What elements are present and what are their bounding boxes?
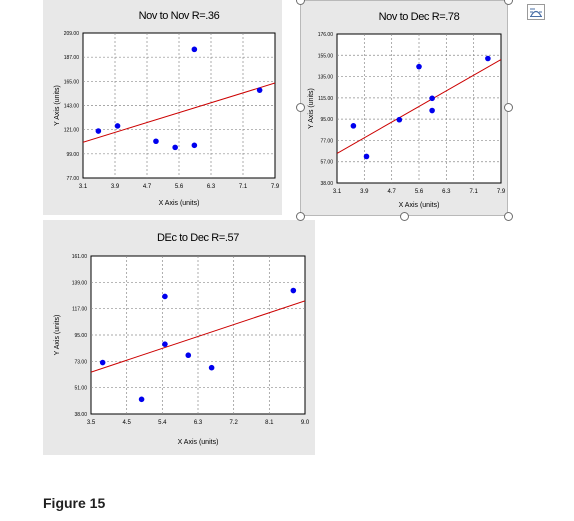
x-tick-label: 5.6 [175, 184, 184, 190]
y-tick-label: 121.00 [64, 128, 80, 134]
y-tick-label: 161.00 [72, 254, 88, 260]
x-tick-label: 3.1 [333, 189, 342, 195]
x-axis-label: X Axis (units) [159, 200, 200, 207]
x-axis-label: X Axis (units) [399, 202, 440, 209]
chart-nov-to-nov[interactable]: 3.1 3.9 4.7 5.6 6.3 7.1 7.9 77.00 99.00 121.00 143… [43, 0, 282, 215]
y-tick-label: 209.00 [64, 31, 80, 37]
x-tick-label: 7.9 [497, 189, 506, 195]
y-tick-label: 95.00 [320, 117, 333, 123]
x-tick-label: 6.3 [442, 189, 451, 195]
y-axis-label: Y Axis (units) [308, 88, 315, 129]
y-tick-label: 165.00 [64, 79, 80, 85]
trendline [91, 300, 305, 373]
resize-handle-top-left[interactable] [296, 0, 305, 5]
resize-handle-middle-right[interactable] [504, 103, 513, 112]
x-tick-label: 6.3 [207, 184, 216, 190]
resize-handle-bottom-left[interactable] [296, 212, 305, 221]
data-point [99, 359, 106, 366]
chart-title: Nov to Dec R=.78 [379, 11, 460, 23]
y-tick-label: 95.00 [74, 333, 87, 339]
data-point [350, 123, 357, 129]
data-point [191, 46, 198, 53]
resize-handle-bottom-right[interactable] [504, 212, 513, 221]
x-axis-label: X Axis (units) [178, 439, 219, 446]
plot-area [336, 33, 502, 184]
x-tick-label: 7.1 [239, 184, 248, 190]
data-point [191, 142, 198, 149]
resize-handle-top-right[interactable] [504, 0, 513, 5]
x-tick-label: 4.7 [143, 184, 152, 190]
chart-nov-to-dec[interactable]: 3.1 3.9 4.7 5.6 6.3 7.1 7.9 38.00 57.00 77.00 95.0… [300, 0, 508, 216]
y-tick-label: 77.00 [66, 176, 79, 182]
scatter-plot-svg: 3.5 4.5 5.4 6.3 7.2 8.1 9.0 38.00 51.00 73.00 95.0… [54, 232, 310, 446]
trendline [337, 59, 501, 154]
data-point [256, 87, 263, 93]
x-tick-label: 3.9 [360, 189, 369, 195]
x-tick-label: 4.7 [387, 189, 396, 195]
x-tick-label: 3.1 [79, 184, 88, 190]
y-axis-label: Y Axis (units) [54, 85, 61, 126]
data-point [185, 352, 192, 359]
data-point [429, 107, 435, 114]
y-tick-label: 143.00 [64, 104, 80, 110]
data-point [363, 153, 370, 160]
y-tick-label: 155.00 [318, 53, 334, 59]
x-tick-label: 7.9 [271, 184, 280, 190]
chart-title: Nov to Nov R=.36 [139, 10, 220, 22]
x-tick-label: 5.6 [415, 189, 424, 195]
scatter-plot-svg: 3.1 3.9 4.7 5.6 6.3 7.1 7.9 38.00 57.00 77.00 95.0… [308, 11, 506, 209]
resize-handle-middle-left[interactable] [296, 103, 305, 112]
x-tick-label: 9.0 [301, 420, 310, 426]
data-point [138, 396, 145, 403]
data-point [172, 144, 178, 151]
resize-handle-bottom-center[interactable] [400, 212, 409, 221]
x-tick-label: 8.1 [265, 420, 274, 426]
data-point [485, 55, 491, 62]
y-tick-label: 57.00 [320, 160, 333, 166]
x-tick-label: 3.9 [111, 184, 120, 190]
plot-area [90, 255, 306, 415]
chart-title: DEc to Dec R=.57 [157, 232, 239, 244]
y-tick-label: 176.00 [318, 32, 334, 38]
data-point [114, 123, 121, 129]
data-point [429, 95, 435, 102]
x-tick-label: 4.5 [122, 420, 131, 426]
y-tick-label: 139.00 [72, 280, 88, 286]
x-tick-label: 7.2 [229, 420, 238, 426]
x-tick-label: 7.1 [469, 189, 478, 195]
trendline [83, 82, 275, 143]
y-tick-label: 73.00 [74, 359, 87, 365]
y-axis-label: Y Axis (units) [54, 315, 61, 356]
data-point [162, 293, 168, 300]
y-tick-label: 99.00 [66, 152, 79, 158]
scatter-plot-svg: 3.1 3.9 4.7 5.6 6.3 7.1 7.9 77.00 99.00 121.00 143… [54, 10, 280, 207]
x-tick-label: 6.3 [194, 420, 203, 426]
data-point [162, 341, 168, 347]
y-tick-label: 187.00 [64, 55, 80, 61]
layout-options-button[interactable] [527, 4, 545, 20]
y-tick-label: 77.00 [320, 138, 333, 144]
y-tick-label: 117.00 [72, 307, 87, 313]
chart-dec-to-dec[interactable]: 3.5 4.5 5.4 6.3 7.2 8.1 9.0 38.00 51.00 73.00 95.0… [43, 220, 315, 455]
data-point [208, 364, 215, 371]
x-tick-label: 5.4 [158, 420, 167, 426]
data-point [153, 138, 159, 145]
data-point [95, 128, 102, 134]
layout-options-icon [530, 8, 542, 17]
y-tick-label: 38.00 [320, 181, 333, 187]
data-point [396, 116, 403, 123]
data-point [416, 63, 422, 70]
x-tick-label: 3.5 [87, 420, 96, 426]
y-tick-label: 38.00 [74, 412, 87, 418]
data-point [290, 287, 297, 294]
y-tick-label: 135.00 [318, 75, 334, 81]
figure-caption: Figure 15 [43, 495, 106, 511]
y-tick-label: 51.00 [74, 386, 87, 392]
y-tick-label: 115.00 [318, 96, 333, 102]
